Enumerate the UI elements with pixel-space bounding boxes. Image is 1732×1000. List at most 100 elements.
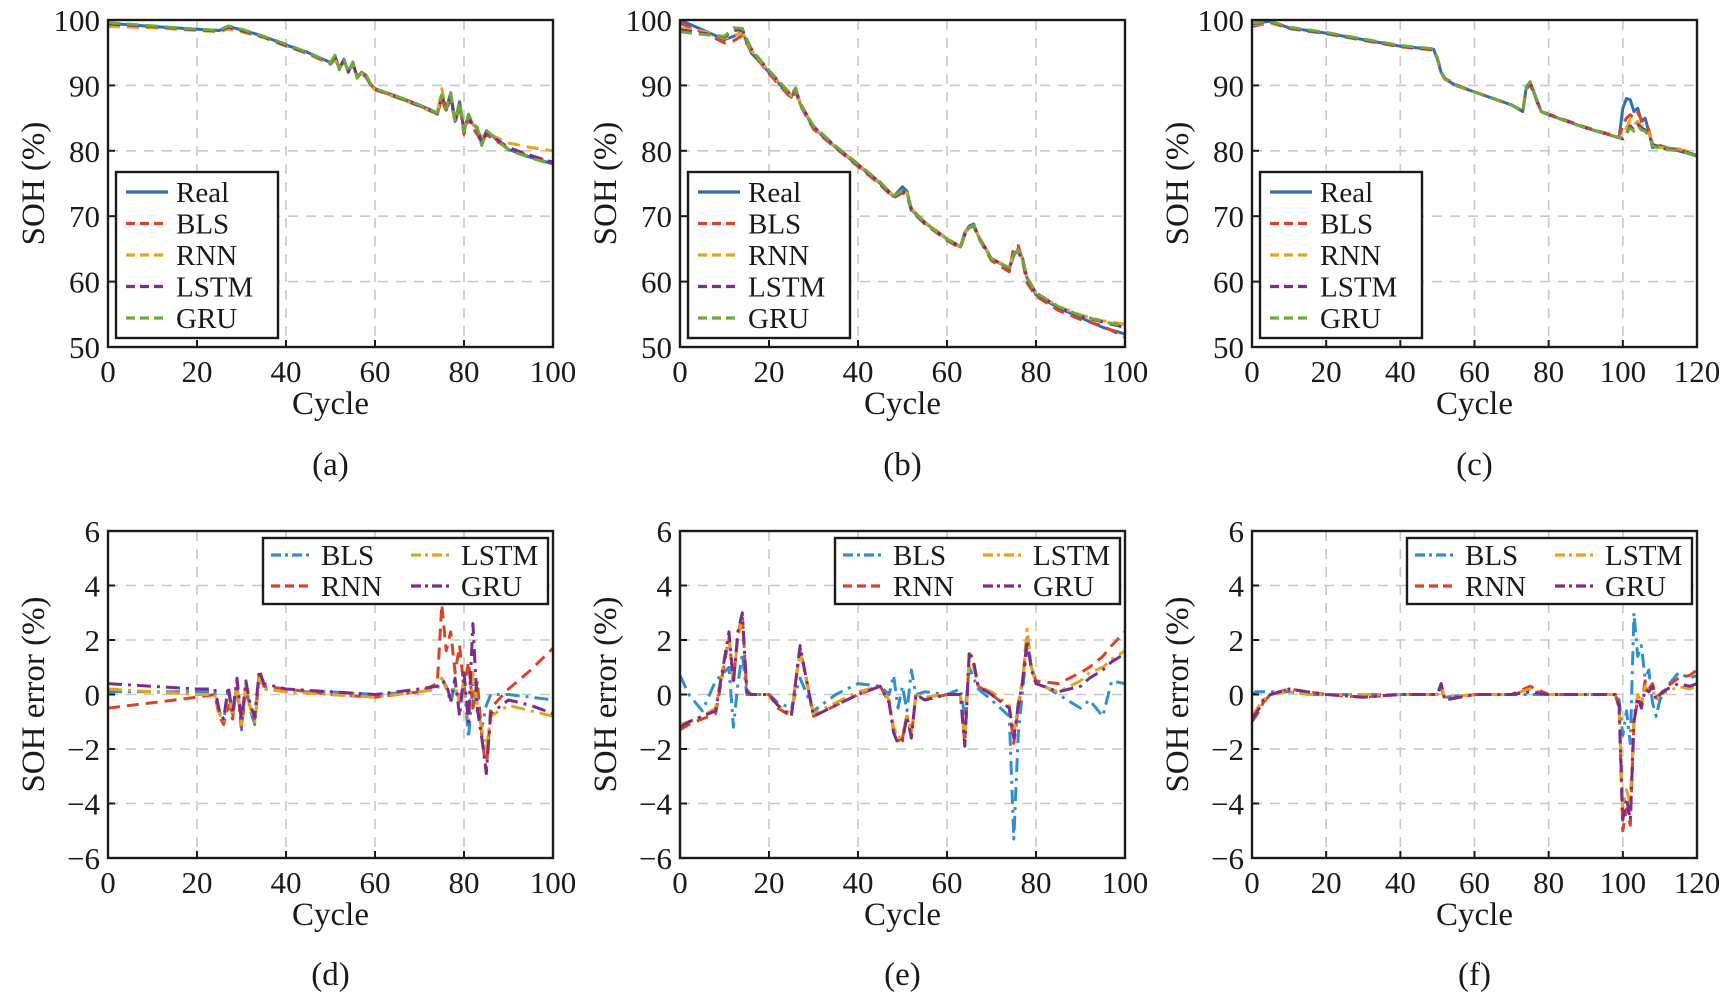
x-tick-label: 100 [1102, 354, 1149, 389]
x-tick-label: 0 [672, 354, 688, 389]
legend-box [1405, 536, 1694, 606]
y-tick-label: −6 [639, 841, 672, 876]
y-tick-label: 100 [626, 3, 673, 38]
x-tick-label: 100 [1600, 865, 1647, 900]
y-tick-label: 50 [641, 330, 672, 365]
panel-caption: (f) [1458, 957, 1491, 993]
series-line-gru [108, 622, 553, 775]
legend-label: RNN [893, 571, 954, 603]
legend-label: BLS [893, 540, 946, 572]
x-tick-label: 20 [182, 865, 213, 900]
series-line-gru [680, 611, 1125, 748]
legend-label: GRU [1320, 303, 1381, 335]
x-tick-label: 0 [100, 865, 116, 900]
y-tick-label: −4 [639, 787, 672, 822]
chart-panel-d: 0 20 40 60 80 100 −6 −4 −2 0 2 4 6 Cycle SOH error (%)… [16, 514, 576, 993]
x-axis-label: Cycle [864, 386, 941, 422]
series-line-gru [108, 21, 553, 166]
series-group [108, 603, 553, 775]
x-tick-label: 40 [843, 865, 874, 900]
y-tick-label: 50 [1213, 330, 1244, 365]
x-tick-label: 80 [449, 865, 480, 900]
legend-label: LSTM [1605, 540, 1682, 572]
series-line-rnn [680, 614, 1125, 745]
x-tick-label: 80 [1021, 354, 1052, 389]
y-tick-label: 50 [69, 330, 100, 365]
legend-label: RNN [1320, 240, 1381, 272]
y-tick-label: 2 [85, 623, 101, 658]
x-tick-label: 80 [1021, 865, 1052, 900]
legend-label: BLS [1320, 209, 1373, 241]
y-tick-label: −2 [67, 732, 100, 767]
y-tick-label: 4 [657, 569, 673, 604]
legend-label: BLS [321, 540, 374, 572]
y-tick-label: 6 [657, 514, 673, 549]
x-tick-label: 40 [1385, 865, 1416, 900]
x-tick-label: 80 [1533, 354, 1564, 389]
x-tick-label: 40 [1385, 354, 1416, 389]
y-axis-label: SOH (%) [16, 122, 52, 246]
y-tick-label: 60 [69, 265, 100, 300]
legend-label: RNN [1465, 571, 1526, 603]
series-line-lstm [108, 671, 553, 751]
x-tick-label: 100 [1600, 354, 1647, 389]
legend-label: RNN [176, 240, 237, 272]
x-tick-label: 60 [360, 865, 391, 900]
y-tick-label: 90 [1213, 68, 1244, 103]
y-tick-label: 70 [1213, 199, 1244, 234]
series-line-bls [108, 23, 553, 164]
x-tick-label: 120 [1674, 354, 1721, 389]
y-tick-label: 0 [85, 678, 101, 713]
y-tick-label: 4 [1229, 569, 1245, 604]
y-axis-label: SOH error (%) [1160, 596, 1196, 792]
x-tick-label: 40 [843, 354, 874, 389]
chart-panel-c: 0 20 40 60 80 100 120 50 60 70 80 90 100 Cycle SOH (%)… [1160, 3, 1720, 483]
series-line-bls [680, 644, 1125, 841]
x-tick-label: 0 [1244, 354, 1260, 389]
y-tick-label: 2 [1229, 623, 1245, 658]
panel-caption: (c) [1456, 447, 1493, 483]
y-tick-label: −4 [1211, 787, 1244, 822]
y-axis-label: SOH (%) [1160, 122, 1196, 246]
series-group [108, 21, 553, 166]
y-tick-label: −4 [67, 787, 100, 822]
y-tick-label: 80 [1213, 134, 1244, 169]
x-tick-label: 60 [360, 354, 391, 389]
y-tick-label: 70 [641, 199, 672, 234]
series-group [680, 20, 1125, 339]
x-tick-label: 60 [1459, 354, 1490, 389]
legend-label: GRU [1605, 571, 1666, 603]
y-tick-label: 80 [69, 134, 100, 169]
series-line-gru [1252, 682, 1697, 822]
panel-caption: (a) [312, 447, 349, 483]
y-tick-label: 4 [85, 569, 101, 604]
chart-panel-e: 0 20 40 60 80 100 −6 −4 −2 0 2 4 6 Cycle SOH error (%)… [588, 514, 1148, 993]
x-tick-label: 60 [1459, 865, 1490, 900]
y-tick-label: 70 [69, 199, 100, 234]
y-tick-label: −6 [67, 841, 100, 876]
chart-panel-f: 0 20 40 60 80 100 120 −6 −4 −2 0 2 4 6 Cycle SOH error … [1160, 514, 1720, 993]
legend-label: GRU [176, 303, 237, 335]
y-tick-label: 100 [54, 3, 101, 38]
series-line-gru [1252, 20, 1697, 158]
series-group [1252, 611, 1697, 833]
panel-caption: (e) [884, 957, 921, 993]
x-tick-label: 20 [1311, 354, 1342, 389]
y-axis-label: SOH error (%) [16, 596, 52, 792]
x-axis-label: Cycle [864, 897, 941, 933]
y-tick-label: 90 [641, 68, 672, 103]
legend-label: LSTM [176, 272, 253, 304]
legend-label: Real [1320, 177, 1373, 209]
x-tick-label: 100 [530, 354, 577, 389]
legend-label: LSTM [748, 272, 825, 304]
x-axis-label: Cycle [1436, 897, 1513, 933]
y-tick-label: 0 [1229, 678, 1245, 713]
legend-box [261, 536, 550, 606]
x-tick-label: 80 [449, 354, 480, 389]
y-tick-label: 6 [1229, 514, 1245, 549]
legend-label: LSTM [1320, 272, 1397, 304]
series-line-gru [680, 26, 1125, 328]
